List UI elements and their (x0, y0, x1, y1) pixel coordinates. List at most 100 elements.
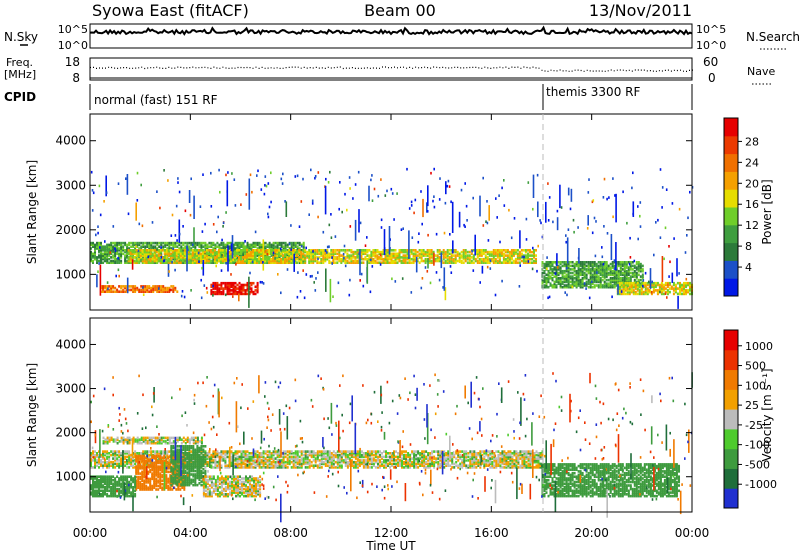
range-cell (193, 195, 195, 219)
range-cell (559, 269, 562, 273)
range-cell (346, 466, 349, 469)
range-cell (106, 252, 109, 256)
range-cell (603, 264, 606, 268)
range-cell (390, 187, 393, 191)
range-cell (348, 453, 351, 457)
range-cell (266, 249, 269, 252)
range-cell (605, 264, 608, 268)
range-cell (520, 249, 523, 252)
range-cell (689, 285, 692, 289)
range-cell (248, 464, 251, 467)
range-cell (589, 275, 592, 278)
range-cell (280, 252, 283, 256)
range-cell (556, 253, 558, 267)
range-cell (557, 266, 560, 269)
range-cell (442, 256, 445, 259)
range-cell (575, 262, 578, 266)
range-cell (288, 259, 291, 263)
range-cell (250, 457, 253, 460)
range-cell (421, 222, 423, 226)
range-cell (452, 249, 455, 252)
range-cell (640, 283, 643, 287)
range-cell (153, 250, 156, 254)
range-cell (100, 252, 103, 256)
range-cell (406, 256, 409, 259)
range-cell (516, 261, 519, 264)
range-cell (382, 259, 385, 263)
range-cell (250, 459, 253, 462)
range-cell (454, 249, 457, 252)
range-cell (128, 452, 131, 455)
range-cell (567, 271, 570, 275)
range-cell (150, 243, 153, 247)
range-cell (660, 287, 663, 290)
range-cell (146, 288, 149, 292)
range-cell (278, 252, 281, 256)
date-title: 13/Nov/2011 (589, 1, 692, 20)
range-cell (248, 452, 251, 455)
range-cell (501, 186, 503, 190)
range-cell (519, 230, 521, 249)
range-cell (573, 262, 576, 266)
range-cell (190, 259, 193, 263)
range-cell (244, 462, 247, 466)
range-cell (129, 257, 132, 261)
range-cell (112, 254, 115, 257)
range-cell (520, 252, 523, 256)
range-cell (516, 256, 519, 259)
range-cell (569, 264, 572, 268)
range-cell (115, 274, 117, 278)
range-cell (266, 455, 269, 459)
range-cell (464, 254, 467, 257)
range-cell (581, 264, 584, 268)
range-cell (206, 452, 209, 455)
range-cell (280, 460, 283, 464)
range-cell (256, 241, 259, 245)
range-cell (265, 184, 268, 188)
range-cell (406, 254, 409, 257)
range-cell (609, 273, 612, 277)
range-cell (214, 287, 217, 290)
range-cell (212, 257, 215, 261)
range-cell (481, 265, 484, 274)
range-cell (376, 257, 379, 261)
range-cell (360, 257, 363, 261)
nsearch-label: N.Search (746, 30, 800, 44)
range-cell (296, 252, 299, 256)
range-cell (625, 261, 628, 264)
range-cell (246, 247, 249, 250)
range-cell (426, 202, 428, 213)
range-cell (99, 246, 101, 249)
range-cell (100, 453, 103, 457)
range-cell (482, 259, 485, 263)
range-cell (260, 452, 263, 455)
range-cell (322, 249, 325, 252)
range-cell (144, 450, 147, 453)
range-cell (141, 224, 144, 228)
range-cell (210, 241, 213, 245)
range-cell (581, 285, 584, 289)
range-cell (424, 254, 427, 257)
range-cell (246, 249, 249, 252)
range-cell (222, 243, 225, 247)
range-cell (662, 287, 665, 290)
range-cell (531, 267, 534, 271)
range-cell (224, 243, 227, 247)
range-cell (322, 261, 325, 264)
range-cell (565, 280, 568, 284)
range-cell (324, 249, 327, 252)
range-cell (288, 242, 291, 246)
range-cell (166, 286, 169, 290)
range-cell (126, 247, 129, 250)
range-cell (372, 462, 375, 466)
range-cell (660, 289, 663, 292)
range-cell (360, 252, 363, 256)
range-cell (132, 455, 135, 459)
range-cell (124, 286, 127, 290)
range-cell (406, 261, 409, 264)
range-cell (470, 256, 473, 259)
range-cell (254, 459, 257, 462)
range-cell (118, 259, 121, 263)
range-cell (521, 255, 524, 259)
range-cell (220, 466, 223, 469)
